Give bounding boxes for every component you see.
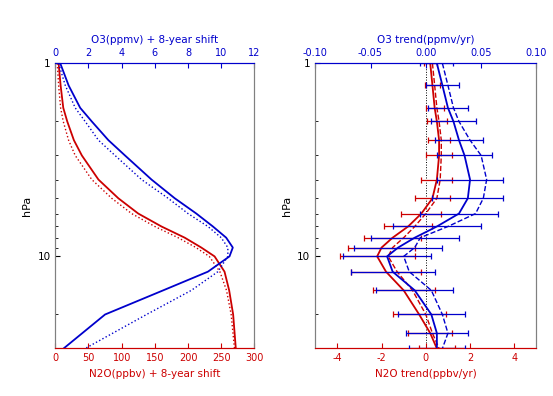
- Y-axis label: hPa: hPa: [281, 196, 291, 216]
- X-axis label: O3(ppmv) + 8-year shift: O3(ppmv) + 8-year shift: [91, 35, 218, 45]
- X-axis label: O3 trend(ppmv/yr): O3 trend(ppmv/yr): [377, 35, 474, 45]
- Y-axis label: hPa: hPa: [22, 196, 32, 216]
- X-axis label: N2O trend(ppbv/yr): N2O trend(ppbv/yr): [375, 369, 477, 379]
- X-axis label: N2O(ppbv) + 8-year shift: N2O(ppbv) + 8-year shift: [89, 369, 221, 379]
